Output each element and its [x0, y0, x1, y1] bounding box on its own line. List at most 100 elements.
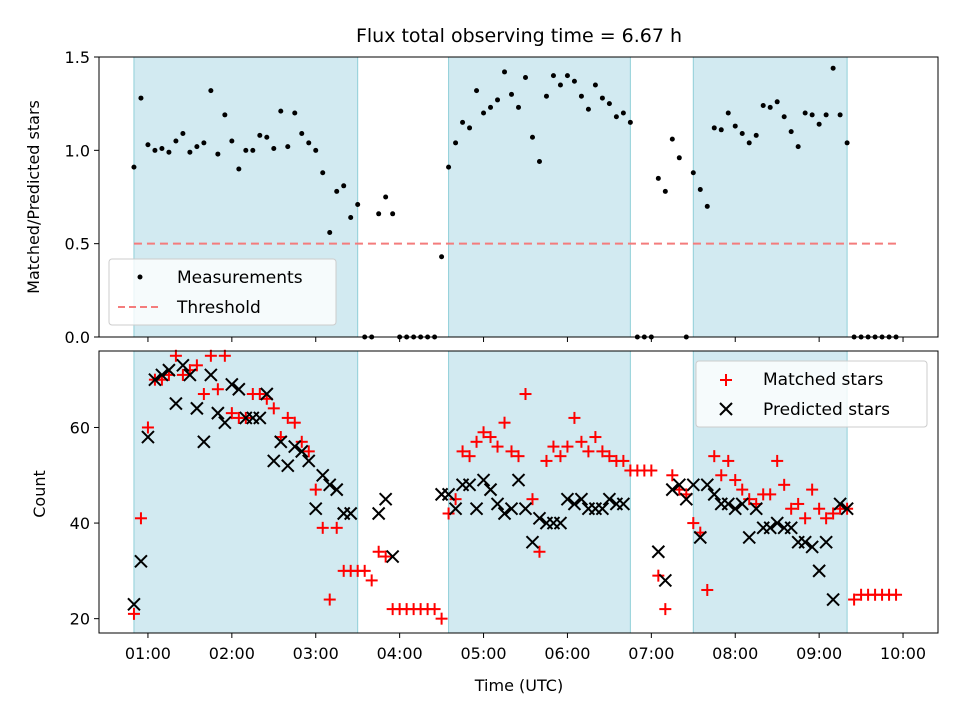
measurement-point [453, 140, 459, 146]
bottom-x-ticks: 01:00 02:00 03:00 04:00 05:00 06:00 07:00 08:00… [125, 633, 926, 663]
predicted-point [134, 554, 148, 569]
measurement-point [180, 131, 186, 137]
measurement-point [474, 88, 480, 94]
matched-point [211, 383, 224, 396]
measurement-point [355, 201, 361, 207]
predicted-point-b [819, 535, 833, 549]
predicted-point [525, 535, 540, 549]
measurement-point [306, 140, 312, 146]
predicted-point-b [672, 478, 687, 492]
predicted-point [141, 430, 155, 444]
measurement-point [166, 149, 172, 155]
predicted-point-b [190, 401, 204, 416]
matched-point [715, 469, 728, 482]
predicted-point-b [260, 387, 274, 401]
predicted-point [672, 478, 687, 492]
matched-point [330, 521, 343, 534]
matched-point [512, 450, 525, 463]
measurement-point [488, 104, 494, 110]
predicted-points [127, 358, 854, 612]
matched-point [659, 603, 672, 616]
measurement-point [502, 69, 508, 75]
measurement-point [292, 110, 298, 116]
measurement-point [795, 144, 801, 150]
predicted-point [274, 435, 288, 449]
measurement-point [627, 119, 633, 125]
measurement-point [809, 112, 815, 118]
matched-point [603, 450, 616, 463]
predicted-point-b [323, 478, 337, 492]
matched-point [827, 507, 840, 520]
measurement-point [229, 138, 235, 144]
matched-point [435, 612, 448, 625]
measurement-point [732, 123, 738, 129]
predicted-point-b [707, 487, 721, 502]
matched-point [484, 431, 497, 444]
predicted-point [574, 492, 589, 506]
measurement-point [592, 82, 598, 88]
predicted-point [281, 459, 295, 473]
measurement-point [746, 140, 752, 146]
matched-point [365, 574, 378, 587]
predicted-point-b [197, 435, 211, 449]
predicted-point [385, 549, 400, 564]
matched-point [526, 493, 539, 506]
x-tick-label: 08:00 [712, 644, 758, 663]
predicted-point [742, 530, 756, 545]
predicted-point [148, 372, 162, 387]
shaded-band [692, 56, 848, 338]
matched-point [792, 497, 805, 510]
predicted-point-b [728, 502, 742, 516]
measurement-point [725, 110, 731, 116]
matched-point [568, 411, 581, 424]
matched-point [372, 545, 385, 558]
matched-point [470, 435, 483, 448]
predicted-point [295, 444, 309, 459]
top-legend: Measurements Threshold [108, 258, 337, 326]
predicted-point-b [770, 516, 784, 530]
predicted-point [616, 497, 631, 511]
y-tick-label: 0.5 [65, 235, 90, 254]
bottom-axes-frame [98, 350, 939, 634]
predicted-point-b [148, 372, 162, 387]
measurement-point [278, 108, 284, 114]
measurement-point [711, 125, 717, 131]
predicted-point [798, 535, 812, 549]
predicted-point-b [371, 506, 386, 521]
matched-point [890, 588, 903, 601]
predicted-point [784, 521, 798, 535]
measurement-point [837, 112, 843, 118]
predicted-point [511, 473, 526, 487]
predicted-point-b [441, 487, 456, 502]
matched-point [785, 502, 798, 515]
top-y-ticks: 0.0 0.5 1.0 1.5 [65, 48, 99, 347]
matched-point [687, 517, 700, 530]
matched-point [806, 483, 819, 496]
matched-point [540, 454, 553, 467]
measurement-point [704, 203, 710, 209]
measurement-point [739, 131, 745, 137]
predicted-point [735, 497, 749, 511]
measurement-point [460, 119, 466, 125]
matched-point [428, 603, 441, 616]
predicted-point-b [127, 597, 141, 612]
matched-point [323, 593, 336, 606]
measurement-point [243, 147, 249, 153]
matched-point [309, 483, 322, 496]
predicted-point-b [281, 459, 295, 473]
measurement-point [285, 144, 291, 150]
matched-point [701, 583, 714, 596]
predicted-point [288, 439, 302, 454]
predicted-point-b [805, 540, 819, 554]
predicted-point [560, 492, 575, 506]
predicted-point-b [162, 363, 176, 377]
matched-point [134, 512, 147, 525]
matched-point [617, 454, 630, 467]
measurement-point [215, 151, 221, 157]
shaded-band [133, 350, 359, 634]
measurement-point [557, 82, 563, 88]
measurement-point [439, 254, 445, 260]
bottom-y-axis-label: Count [30, 470, 49, 518]
predicted-point [197, 435, 211, 449]
